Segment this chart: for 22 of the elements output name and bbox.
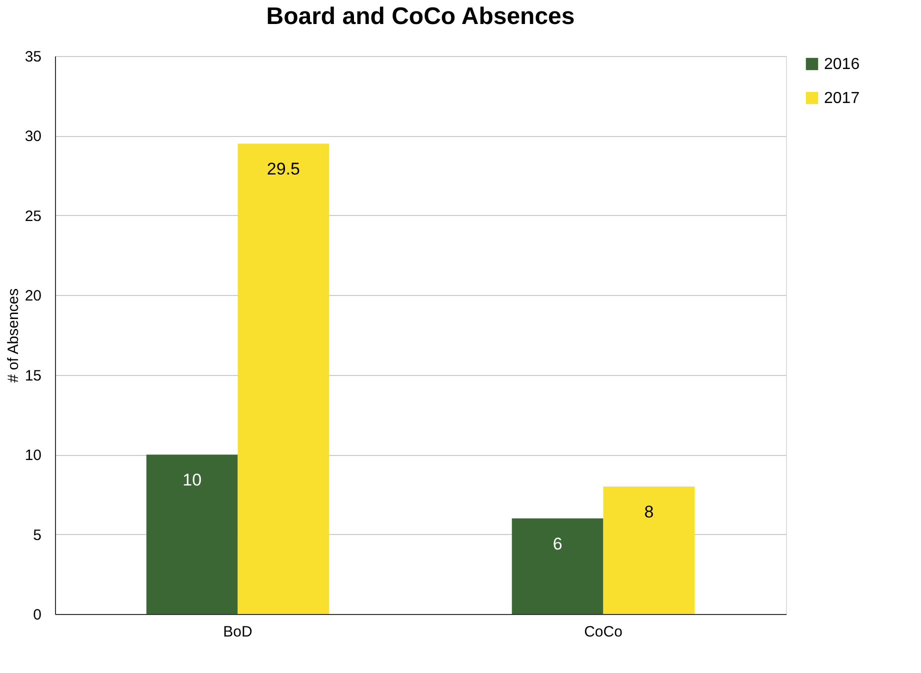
data-label: 10 (182, 470, 202, 490)
y-tick-label: 25 (24, 208, 42, 225)
chart-title: Board and CoCo Absences (266, 3, 575, 30)
y-tick-label: 20 (24, 288, 42, 305)
bar (603, 486, 695, 614)
legend-label: 2016 (824, 56, 860, 73)
y-axis-title: # of Absences (4, 288, 22, 383)
y-tick-label: 10 (24, 447, 42, 464)
x-tick-label: BoD (223, 624, 253, 640)
bar (146, 454, 238, 614)
y-tick-label: 35 (24, 48, 42, 66)
bar (512, 518, 604, 614)
legend-label: 2017 (824, 90, 860, 107)
y-tick-label: 0 (33, 606, 42, 624)
data-label: 8 (644, 502, 654, 522)
x-tick-label: CoCo (584, 624, 622, 640)
y-tick-label: 15 (24, 367, 42, 384)
data-label: 6 (552, 534, 562, 554)
y-tick-label: 5 (33, 526, 42, 544)
bar (238, 144, 330, 614)
y-tick-label: 30 (24, 128, 42, 146)
data-label: 29.5 (266, 160, 300, 179)
